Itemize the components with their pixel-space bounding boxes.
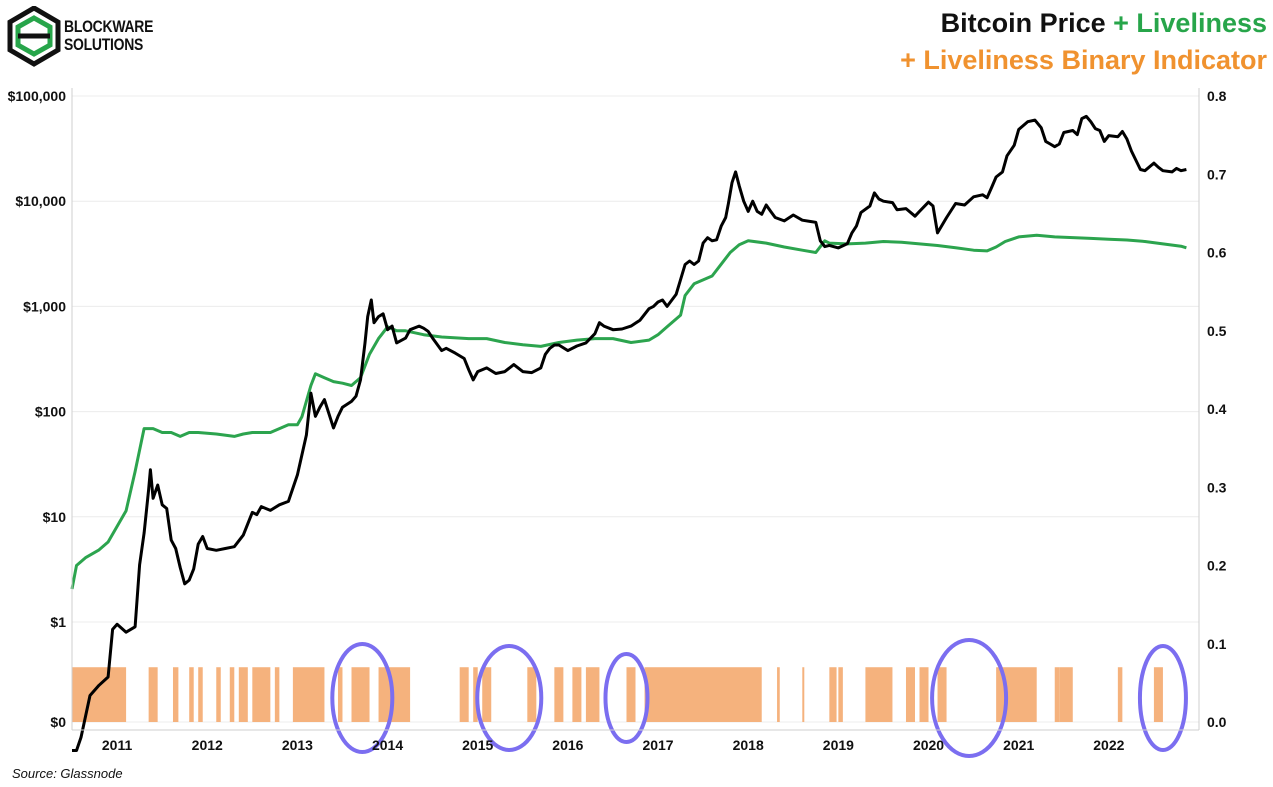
binary-indicator-segment [229, 667, 235, 722]
binary-indicator-segment [292, 667, 325, 722]
annotation-ellipse [930, 638, 1009, 758]
binary-indicator-segment [905, 667, 915, 722]
blockware-logo [7, 6, 61, 67]
brand-name: BLOCKWARE [64, 17, 154, 36]
y-right-tick-label: 0.2 [1207, 558, 1227, 574]
x-tick-label: 2020 [913, 737, 944, 753]
binary-indicator-segment [482, 667, 492, 722]
x-tick-label: 2011 [102, 737, 133, 753]
y-left-tick-label: $0 [50, 714, 66, 730]
binary-indicator-segment [274, 667, 280, 722]
x-tick-label: 2015 [462, 737, 493, 753]
title-price: Bitcoin Price [940, 8, 1106, 38]
binary-indicator-segment [252, 667, 271, 722]
liveliness-series-line [70, 233, 1187, 590]
binary-indicator-segment [72, 667, 127, 722]
binary-indicator-segment [378, 667, 411, 722]
x-tick-label: 2017 [642, 737, 673, 753]
x-tick-label: 2013 [282, 737, 313, 753]
binary-indicator-segment [216, 667, 221, 722]
x-tick-label: 2014 [372, 737, 403, 753]
binary-indicator-segment [829, 667, 837, 722]
binary-indicator-segment [148, 667, 158, 722]
y-right-tick-label: 0.6 [1207, 245, 1227, 261]
binary-indicator-segment [351, 667, 370, 722]
x-tick-label: 2016 [552, 737, 583, 753]
axes: $0 $1 $10 $100 $1,000 $10,000 $100,000 0.0 0.1 0.… [8, 88, 1227, 753]
y-left-tick-label: $10 [43, 509, 67, 525]
binary-indicator-segment [919, 667, 929, 722]
binary-indicator-segment [527, 667, 537, 722]
x-tick-label: 2022 [1093, 737, 1124, 753]
liveliness-line [70, 233, 1187, 590]
binary-indicator-segment [626, 667, 636, 722]
binary-indicator-segment [838, 667, 843, 722]
binary-indicator-segment [198, 667, 203, 722]
y-right-tick-label: 0.4 [1207, 401, 1227, 417]
chart-title: Bitcoin Price + Liveliness [941, 8, 1267, 39]
binary-indicator-segment [572, 667, 582, 722]
annotation-ellipse [475, 644, 544, 752]
annotation-circles [330, 638, 1188, 758]
binary-indicator-segment [1054, 667, 1060, 722]
binary-indicator-segment [1117, 667, 1123, 722]
binary-indicator-segment [554, 667, 564, 722]
binary-indicator-segment [172, 667, 179, 722]
gridlines [72, 95, 1199, 723]
annotation-ellipse [330, 642, 395, 754]
annotation-ellipse [1137, 644, 1188, 752]
y-left-tick-label: $1,000 [23, 298, 66, 314]
x-tick-label: 2019 [823, 737, 854, 753]
binary-indicator-area [72, 667, 1163, 722]
x-tick-label: 2018 [733, 737, 764, 753]
binary-indicator-segment [337, 667, 343, 722]
y-right-tick-label: 0.1 [1207, 636, 1227, 652]
price-series-line [72, 114, 1187, 752]
source-note: Source: Glassnode [12, 766, 123, 781]
binary-indicator-segment [644, 667, 762, 722]
brand-name: SOLUTIONS [64, 35, 144, 54]
binary-indicator-segment [459, 667, 469, 722]
binary-indicator-segment [937, 667, 947, 722]
y-right-tick-label: 0.5 [1207, 323, 1227, 339]
y-left-tick-label: $1 [50, 614, 66, 630]
title-liveliness: + Liveliness [1105, 8, 1267, 38]
y-left-tick-label: $100,000 [8, 88, 67, 104]
binary-indicator-segment [585, 667, 600, 722]
binary-indicator-segment [777, 667, 780, 722]
y-left-tick-label: $100 [35, 404, 66, 420]
x-tick-label: 2021 [1003, 737, 1034, 753]
y-left-tick-label: $10,000 [15, 193, 66, 209]
binary-indicator-segment [1059, 667, 1073, 722]
y-right-tick-label: 0.8 [1207, 88, 1227, 104]
binary-indicator-segment [802, 667, 805, 722]
binary-indicator-segment [238, 667, 248, 722]
binary-indicator-segment [865, 667, 893, 722]
y-right-tick-label: 0.3 [1207, 479, 1227, 495]
y-right-tick-label: 0.7 [1207, 166, 1227, 182]
y-right-tick-label: 0.0 [1207, 714, 1227, 730]
x-tick-label: 2012 [192, 737, 223, 753]
binary-indicator-segment [189, 667, 194, 722]
binary-indicator-segment [1153, 667, 1163, 722]
chart-subtitle: + Liveliness Binary Indicator [900, 45, 1267, 75]
annotation-ellipse [603, 652, 650, 744]
price-line [72, 114, 1187, 752]
